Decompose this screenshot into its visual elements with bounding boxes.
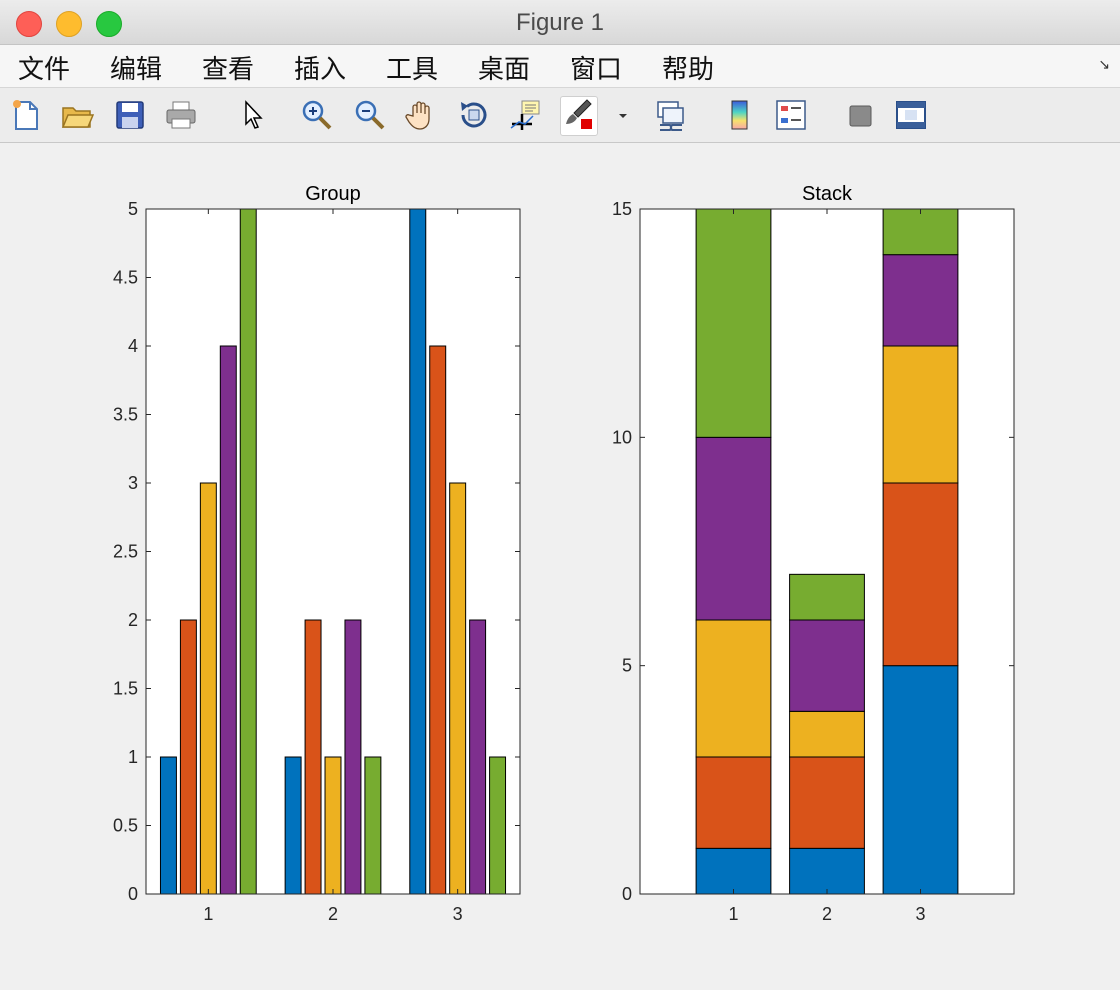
window-titlebar: Figure 1 (0, 0, 1120, 45)
close-window-button[interactable] (16, 11, 42, 37)
x-tick-label: 1 (203, 904, 213, 924)
bar-series5-cat3 (489, 756, 507, 895)
axes-title: Stack (802, 183, 853, 205)
x-tick-label: 2 (328, 904, 338, 924)
menu-file[interactable]: 文件 (18, 55, 71, 85)
y-tick-label: 15 (612, 199, 632, 219)
save-icon[interactable] (113, 98, 147, 132)
stack-segment-series1-cat1 (695, 847, 772, 895)
y-tick-label: 2.5 (113, 542, 138, 562)
bar-series5-cat2 (364, 756, 382, 895)
link-plot-icon[interactable] (654, 98, 688, 132)
menu-insert[interactable]: 插入 (294, 55, 347, 85)
stack-segment-series5-cat3 (882, 208, 959, 256)
data-cursor-icon[interactable] (508, 98, 542, 132)
x-tick-label: 3 (915, 904, 925, 924)
y-tick-label: 4.5 (113, 268, 138, 288)
menu-edit[interactable]: 编辑 (110, 55, 163, 85)
bar-series4-cat1 (219, 345, 237, 895)
stack-segment-series1-cat3 (882, 665, 959, 895)
stack-segment-series4-cat1 (695, 436, 772, 621)
stack-segment-series5-cat1 (695, 208, 772, 438)
new-figure-icon[interactable] (9, 98, 43, 132)
axes-2: 0 5 10 15 1 2 3 Stack (612, 183, 1015, 924)
menu-help[interactable]: 帮助 (662, 55, 715, 85)
brush-dropdown-icon[interactable] (606, 98, 627, 132)
y-tick-label: 0 (622, 884, 632, 904)
stack-segment-series1-cat2 (789, 847, 865, 895)
minimize-window-button[interactable] (56, 11, 82, 37)
stack-segment-series4-cat3 (882, 254, 959, 347)
bar-series4-cat2 (344, 619, 362, 895)
zoom-window-button[interactable] (96, 11, 122, 37)
bar-series2-cat2 (304, 619, 322, 895)
stack-segment-series5-cat2 (789, 573, 865, 621)
bar-series3-cat1 (199, 482, 217, 895)
window-title: Figure 1 (515, 9, 605, 36)
show-plot-tools-icon[interactable] (894, 98, 928, 132)
stack-segment-series3-cat2 (789, 710, 865, 758)
y-tick-label: 2 (128, 610, 138, 630)
print-icon[interactable] (164, 98, 198, 132)
y-tick-label: 5 (128, 199, 138, 219)
figure-toolbar (0, 88, 1120, 143)
x-tick-label: 1 (728, 904, 738, 924)
legend-icon[interactable] (774, 98, 808, 132)
menu-view[interactable]: 查看 (202, 55, 255, 85)
y-tick-label: 0.5 (113, 816, 138, 836)
figure-plots: 0 0.5 1 1.5 2 2.5 3 3.5 4 4.5 5 1 2 3 Group 0 5 10 15 1 2 3 St… (113, 183, 1015, 924)
x-tick-label: 3 (453, 904, 463, 924)
dock-figure-icon[interactable]: ↘ (1098, 57, 1110, 73)
y-tick-label: 3 (128, 473, 138, 493)
zoom-out-icon[interactable] (353, 98, 387, 132)
menu-tools[interactable]: 工具 (386, 55, 439, 85)
y-tick-label: 5 (622, 656, 632, 676)
menu-desktop[interactable]: 桌面 (478, 55, 531, 85)
stack-segment-series3-cat1 (695, 619, 772, 758)
bar-series2-cat1 (179, 619, 197, 895)
bar-series4-cat3 (469, 619, 487, 895)
bar-series3-cat2 (324, 756, 342, 895)
y-tick-label: 3.5 (113, 405, 138, 425)
pan-hand-icon[interactable] (405, 98, 439, 132)
stack-segment-series2-cat3 (882, 482, 959, 667)
bar-series1-cat1 (159, 756, 177, 895)
edit-plot-arrow-icon[interactable] (236, 98, 270, 132)
bar-series1-cat2 (284, 756, 302, 895)
y-tick-label: 0 (128, 884, 138, 904)
open-file-icon[interactable] (60, 98, 94, 132)
hide-plot-tools-icon[interactable] (843, 98, 877, 132)
bar-series2-cat3 (429, 345, 447, 895)
axes-1: 0 0.5 1 1.5 2 2.5 3 3.5 4 4.5 5 1 2 3 Group (113, 183, 521, 924)
bar-series1-cat3 (409, 208, 427, 895)
stack-segment-series4-cat2 (789, 619, 865, 712)
brush-icon[interactable] (560, 96, 598, 136)
bar-series3-cat3 (449, 482, 467, 895)
menubar: 文件 编辑 查看 插入 工具 桌面 窗口 帮助 ↘ (0, 45, 1120, 88)
y-tick-label: 4 (128, 336, 138, 356)
figure-canvas: 0 0.5 1 1.5 2 2.5 3 3.5 4 4.5 5 1 2 3 Group 0 5 10 15 1 2 3 St… (0, 143, 1120, 986)
zoom-in-icon[interactable] (300, 98, 334, 132)
stack-segment-series3-cat3 (882, 345, 959, 484)
axes-title: Group (305, 183, 361, 205)
stack-segment-series2-cat1 (695, 756, 772, 849)
y-tick-label: 10 (612, 427, 632, 447)
colorbar-icon[interactable] (723, 98, 757, 132)
menu-window[interactable]: 窗口 (570, 55, 623, 85)
y-tick-label: 1.5 (113, 679, 138, 699)
y-tick-label: 1 (128, 747, 138, 767)
bar-series5-cat1 (239, 208, 257, 895)
x-tick-label: 2 (822, 904, 832, 924)
stack-segment-series2-cat2 (789, 756, 865, 849)
rotate-3d-icon[interactable] (457, 98, 491, 132)
